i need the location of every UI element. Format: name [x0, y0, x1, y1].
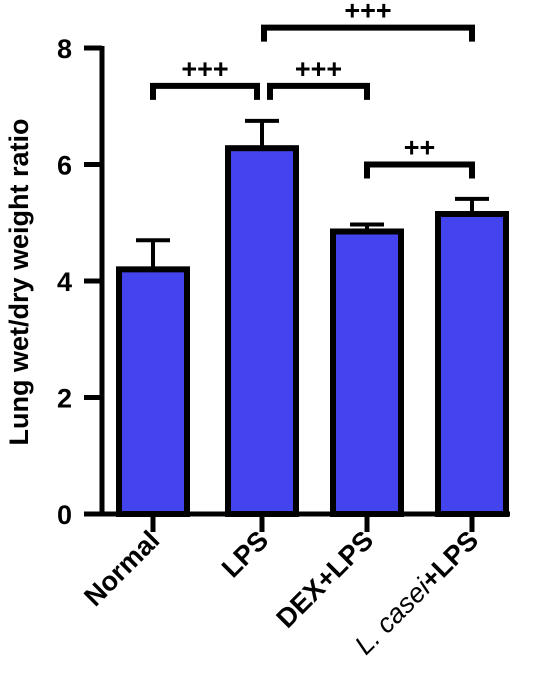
category-label-italic: L. casei — [349, 573, 437, 661]
significance-bracket — [261, 24, 475, 42]
significance-bracket — [267, 82, 370, 100]
significance-label: ++ — [404, 133, 436, 163]
y-tick-label: 0 — [57, 500, 72, 530]
y-axis-title-group: Lung wet/dry weight ratio — [4, 118, 34, 445]
bar — [225, 145, 299, 517]
bar — [435, 211, 509, 517]
significance-brackets: +++ ++++++++ — [150, 0, 475, 179]
significance-label: +++ — [344, 0, 391, 26]
significance-bracket — [150, 82, 260, 100]
y-tick-label: 2 — [57, 384, 72, 414]
category-label: LPS — [216, 525, 274, 583]
significance-label: +++ — [181, 54, 228, 84]
category-label-rest: +LPS — [415, 525, 484, 594]
significance-bracket — [364, 161, 475, 179]
category-label: DEX+LPS — [270, 525, 379, 634]
significance-label: +++ — [295, 54, 342, 84]
y-axis-title: Lung wet/dry weight ratio — [4, 118, 34, 445]
category-label: Normal — [78, 525, 165, 612]
bar — [116, 266, 190, 517]
bars — [116, 118, 509, 518]
y-tick-label: 6 — [57, 151, 72, 181]
y-tick-label: 4 — [57, 267, 72, 297]
y-tick-label: 8 — [57, 34, 72, 64]
bar — [330, 228, 404, 518]
